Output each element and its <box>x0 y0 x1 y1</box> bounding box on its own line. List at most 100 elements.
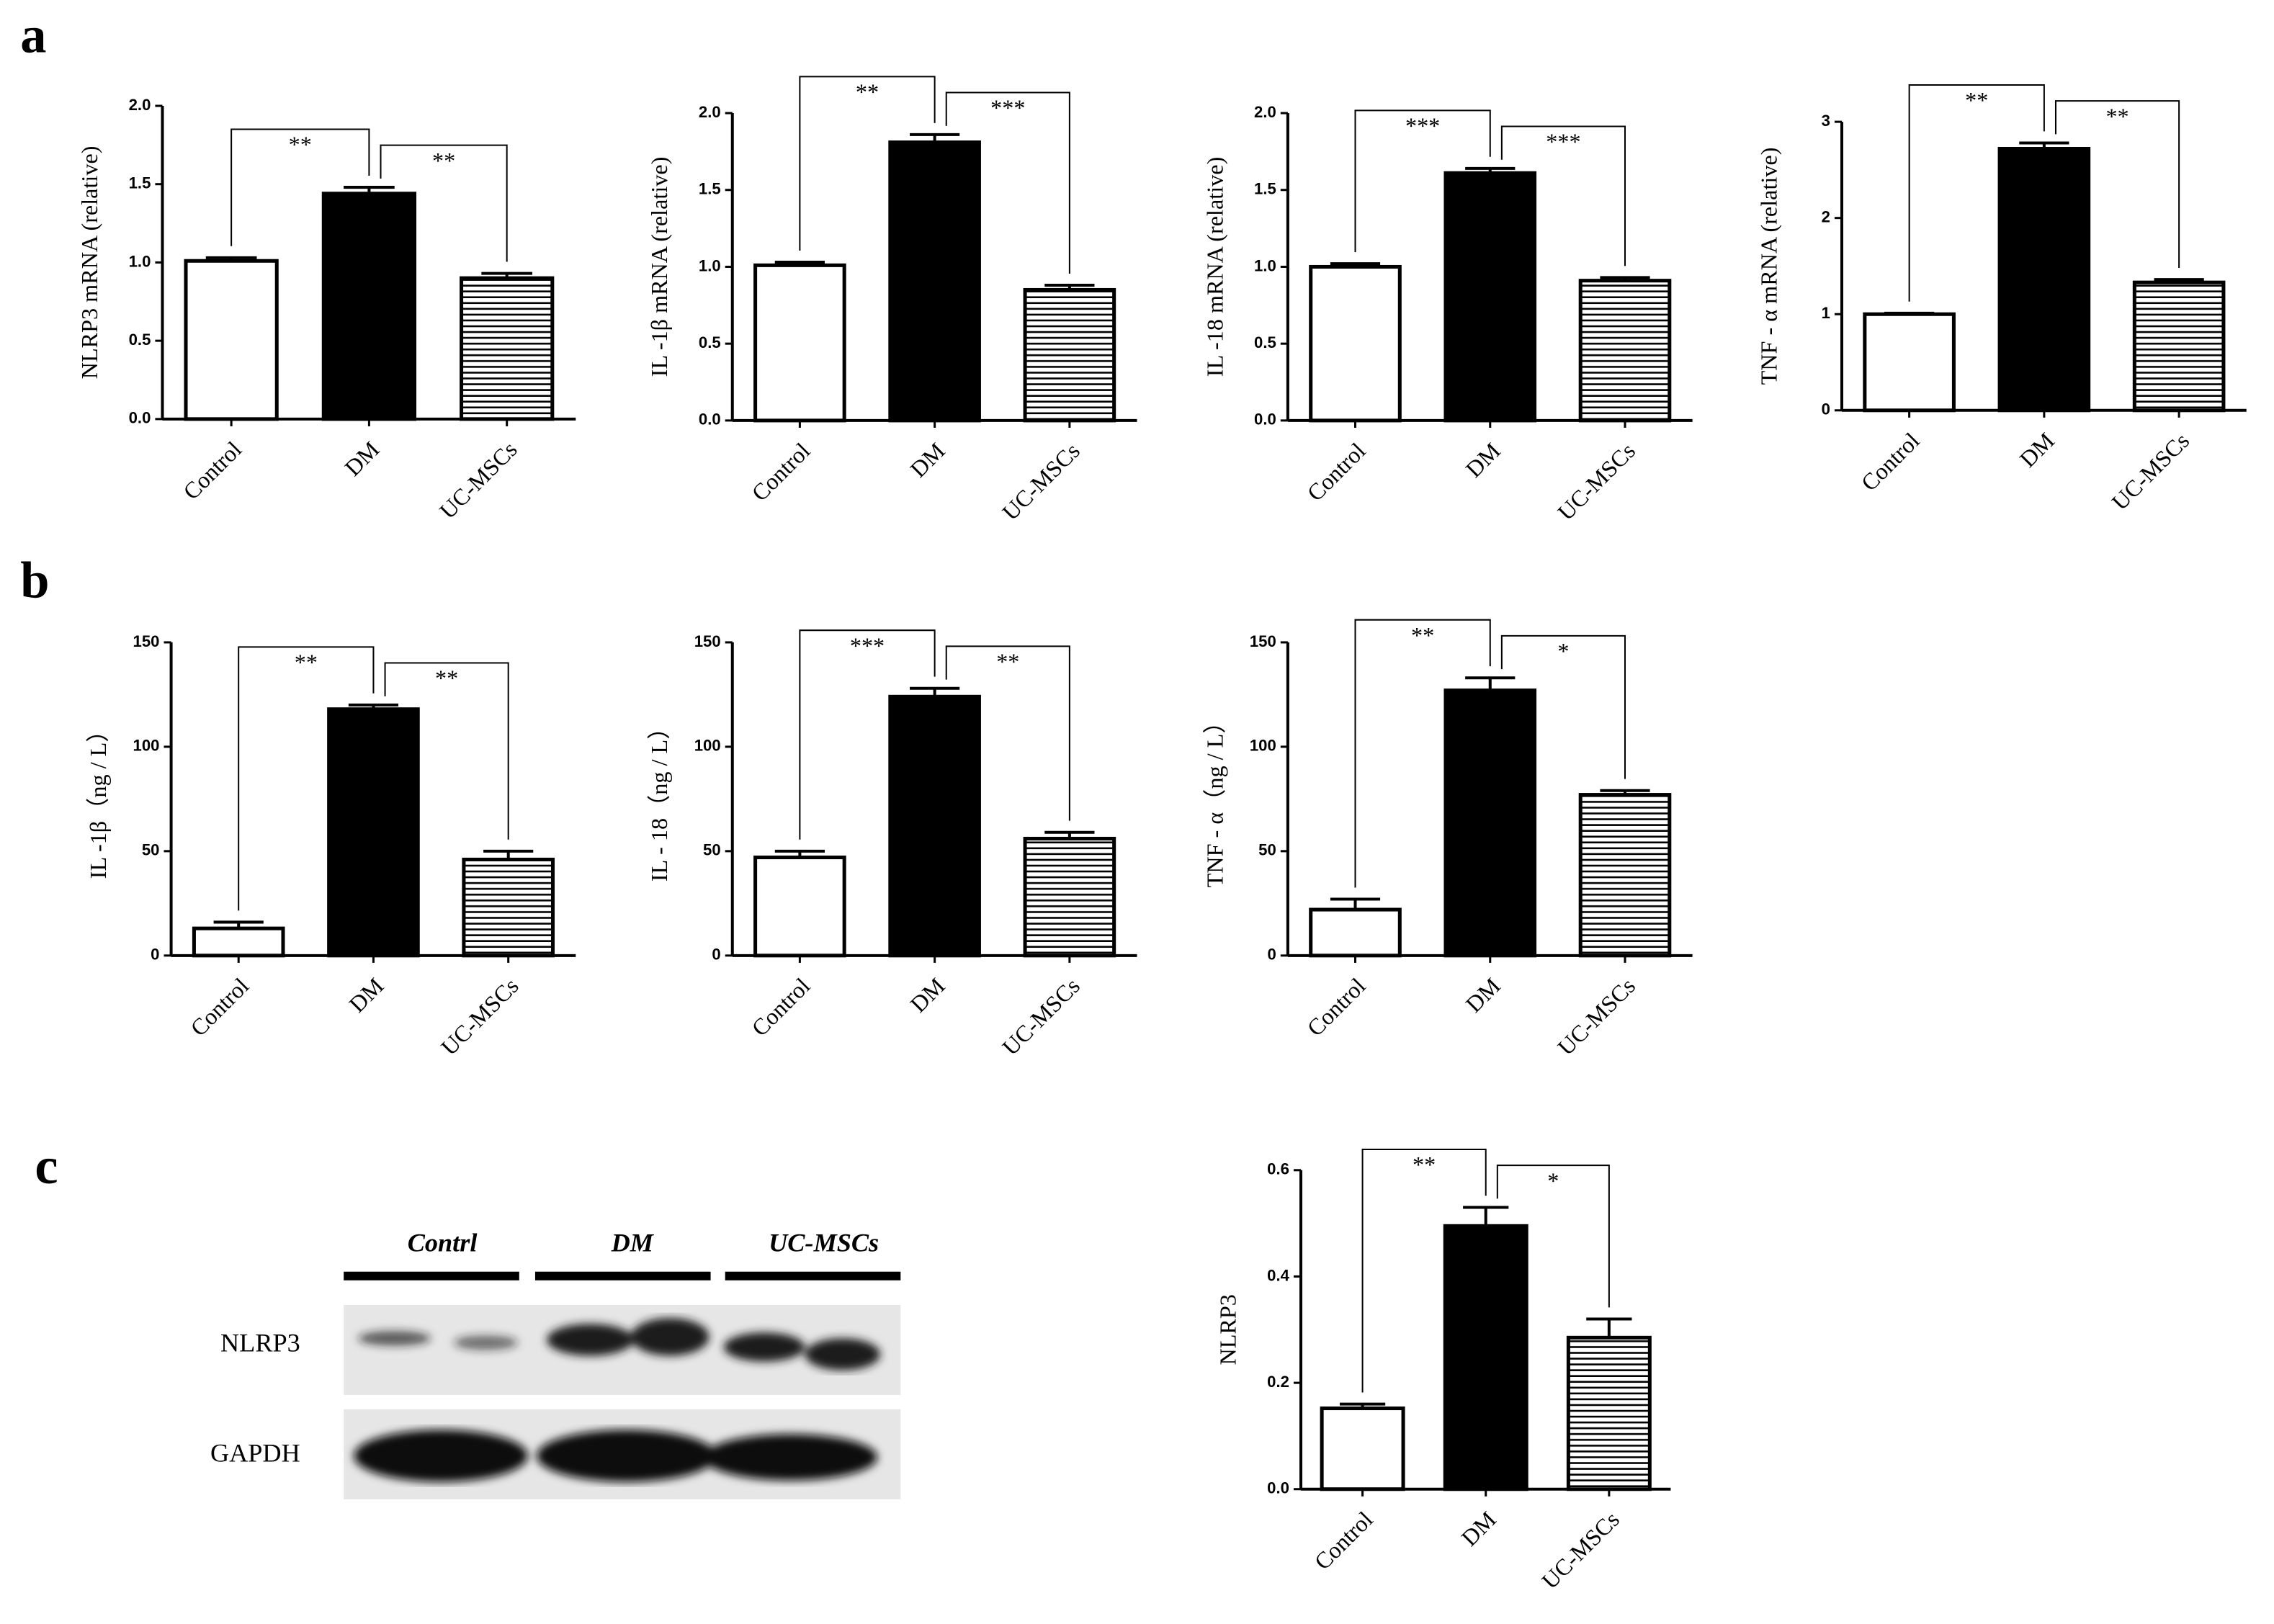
significance-label: *** <box>1546 129 1580 155</box>
y-axis-label: IL -1β mRNA (relative) <box>646 157 672 377</box>
significance-bracket <box>1500 634 1626 779</box>
x-tick-label: Control <box>178 436 246 505</box>
blot-group: DM <box>611 1229 655 1257</box>
bar <box>1023 287 1116 423</box>
x-tick-label: Control <box>1310 1507 1378 1575</box>
x-tick-label: UC-MSCs <box>1552 438 1640 526</box>
y-tick-label: 2.0 <box>1254 103 1276 121</box>
significance-label: ** <box>435 665 458 691</box>
bar <box>1023 836 1116 958</box>
y-axis-label: TNF - α mRNA (relative) <box>1755 148 1781 385</box>
panel-label: b <box>20 551 49 609</box>
y-axis-label: IL -18 mRNA (relative) <box>1201 157 1227 377</box>
x-tick-label: Control <box>746 973 815 1041</box>
bar <box>327 707 420 958</box>
significance-label: ** <box>295 650 318 676</box>
bar <box>1578 793 1672 958</box>
significance-label: ** <box>1413 1152 1436 1177</box>
significance-bracket <box>945 645 1070 821</box>
significance-label: ** <box>1411 622 1434 648</box>
significance-label: ** <box>289 132 312 158</box>
y-tick-label: 0.5 <box>129 331 151 349</box>
x-tick-label: DM <box>905 973 950 1018</box>
y-tick-label: 0.5 <box>1254 333 1276 351</box>
significance-bracket <box>230 128 370 246</box>
y-tick-label: 1.5 <box>699 180 721 198</box>
bar <box>888 694 981 958</box>
significance-bracket <box>799 76 936 251</box>
significance-label: ** <box>996 649 1019 675</box>
y-tick-label: 100 <box>133 737 160 755</box>
y-tick-label: 1.0 <box>1254 256 1276 274</box>
bar <box>1443 1224 1528 1491</box>
y-tick-label: 0 <box>712 946 720 964</box>
bar <box>1309 264 1402 423</box>
y-tick-label: 0.5 <box>699 333 721 351</box>
y-tick-label: 0 <box>1822 400 1830 418</box>
group-bar <box>725 1271 901 1280</box>
blot-group: UC-MSCs <box>769 1229 879 1257</box>
x-tick-label: UC-MSCs <box>434 436 522 524</box>
y-axis-label: IL -1β（ng / L） <box>85 719 111 879</box>
bar <box>184 259 279 421</box>
blot-bands <box>354 1430 878 1482</box>
bar <box>1997 147 2091 413</box>
x-tick-label: Control <box>746 438 815 506</box>
significance-label: * <box>1557 638 1569 664</box>
y-tick-label: 100 <box>694 737 721 755</box>
significance-bracket <box>1496 1165 1610 1308</box>
y-tick-label: 150 <box>1250 632 1276 650</box>
bar <box>1443 688 1537 958</box>
bar <box>1320 1407 1405 1491</box>
significance-bracket <box>384 662 509 840</box>
x-tick-label: Control <box>1302 438 1371 506</box>
bar <box>753 856 846 958</box>
significance-bracket <box>1354 109 1491 253</box>
significance-bracket <box>238 646 375 911</box>
bar <box>1863 312 1956 413</box>
y-tick-label: 0.0 <box>129 409 151 427</box>
significance-bracket <box>1500 125 1626 266</box>
y-tick-label: 1.0 <box>129 252 151 270</box>
bar <box>192 926 285 958</box>
blot-row-label: NLRP3 <box>220 1328 300 1357</box>
significance-label: ** <box>1965 87 1988 113</box>
y-tick-label: 50 <box>142 841 160 859</box>
significance-label: *** <box>850 632 885 658</box>
x-tick-label: UC-MSCs <box>1536 1507 1624 1594</box>
y-tick-label: 50 <box>703 841 721 859</box>
significance-bracket <box>799 629 936 840</box>
bar <box>460 276 555 421</box>
bar <box>753 263 846 423</box>
western-blot: Contrl DM UC-MSCs NLRP3 GAPDH <box>210 1229 901 1499</box>
y-axis-label: NLRP3 <box>1214 1294 1240 1365</box>
significance-bracket <box>380 144 508 262</box>
significance-bracket <box>1354 619 1491 888</box>
x-tick-label: DM <box>1461 973 1505 1018</box>
y-tick-label: 0.0 <box>1267 1479 1289 1497</box>
x-tick-label: UC-MSCs <box>997 438 1085 526</box>
x-tick-label: Control <box>185 973 254 1041</box>
bar <box>1578 279 1672 423</box>
significance-label: *** <box>1405 113 1440 139</box>
bar <box>1566 1335 1652 1491</box>
x-tick-label: UC-MSCs <box>997 973 1085 1061</box>
panel-label: a <box>20 5 46 63</box>
y-tick-label: 0.6 <box>1267 1160 1289 1178</box>
y-tick-label: 1 <box>1822 304 1830 322</box>
bar <box>2132 280 2226 413</box>
y-tick-label: 0 <box>151 946 159 964</box>
y-tick-label: 1.5 <box>129 174 151 192</box>
significance-label: ** <box>856 79 879 105</box>
y-axis-label: IL - 18（ng / L） <box>646 717 672 882</box>
y-tick-label: 0.0 <box>699 411 721 429</box>
significance-bracket <box>1361 1148 1487 1393</box>
bar <box>888 140 981 423</box>
x-tick-label: DM <box>339 436 384 481</box>
y-tick-label: 3 <box>1822 112 1830 130</box>
blot-bands <box>358 1318 881 1370</box>
blot-group: Contrl <box>408 1229 478 1257</box>
x-tick-label: DM <box>905 438 950 483</box>
